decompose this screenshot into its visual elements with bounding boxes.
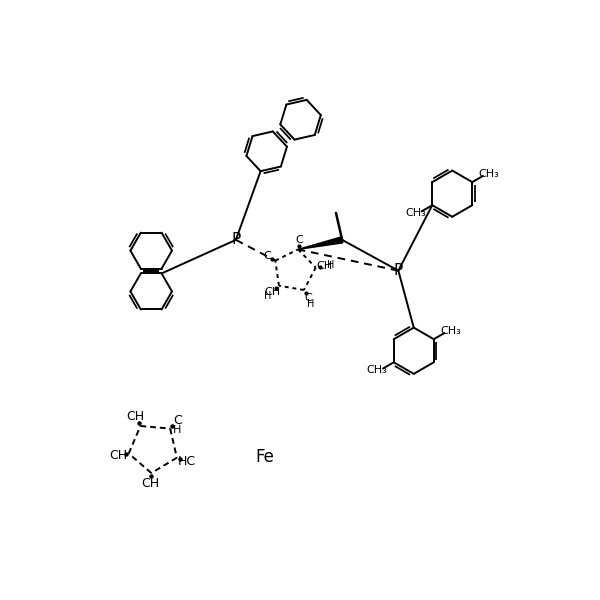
Text: CH₃: CH₃ [367,365,388,376]
Polygon shape [298,237,343,250]
Text: H: H [307,299,314,309]
Text: C: C [173,414,182,427]
Text: C: C [263,251,271,262]
Text: P: P [231,232,241,247]
Text: CH: CH [317,261,333,271]
Text: CH: CH [126,410,144,423]
Text: C: C [304,293,312,303]
Text: P: P [394,263,403,278]
Text: CH₃: CH₃ [405,208,426,218]
Text: CH₃: CH₃ [479,169,499,179]
Text: CH: CH [264,287,280,297]
Text: Fe: Fe [256,448,275,466]
Text: CH: CH [109,449,127,463]
Text: H: H [264,292,272,301]
Text: H: H [328,260,335,271]
Text: CH: CH [141,478,160,490]
Text: H: H [173,425,181,434]
Text: HC: HC [178,455,196,469]
Text: C: C [296,235,304,245]
Text: CH₃: CH₃ [440,326,461,336]
